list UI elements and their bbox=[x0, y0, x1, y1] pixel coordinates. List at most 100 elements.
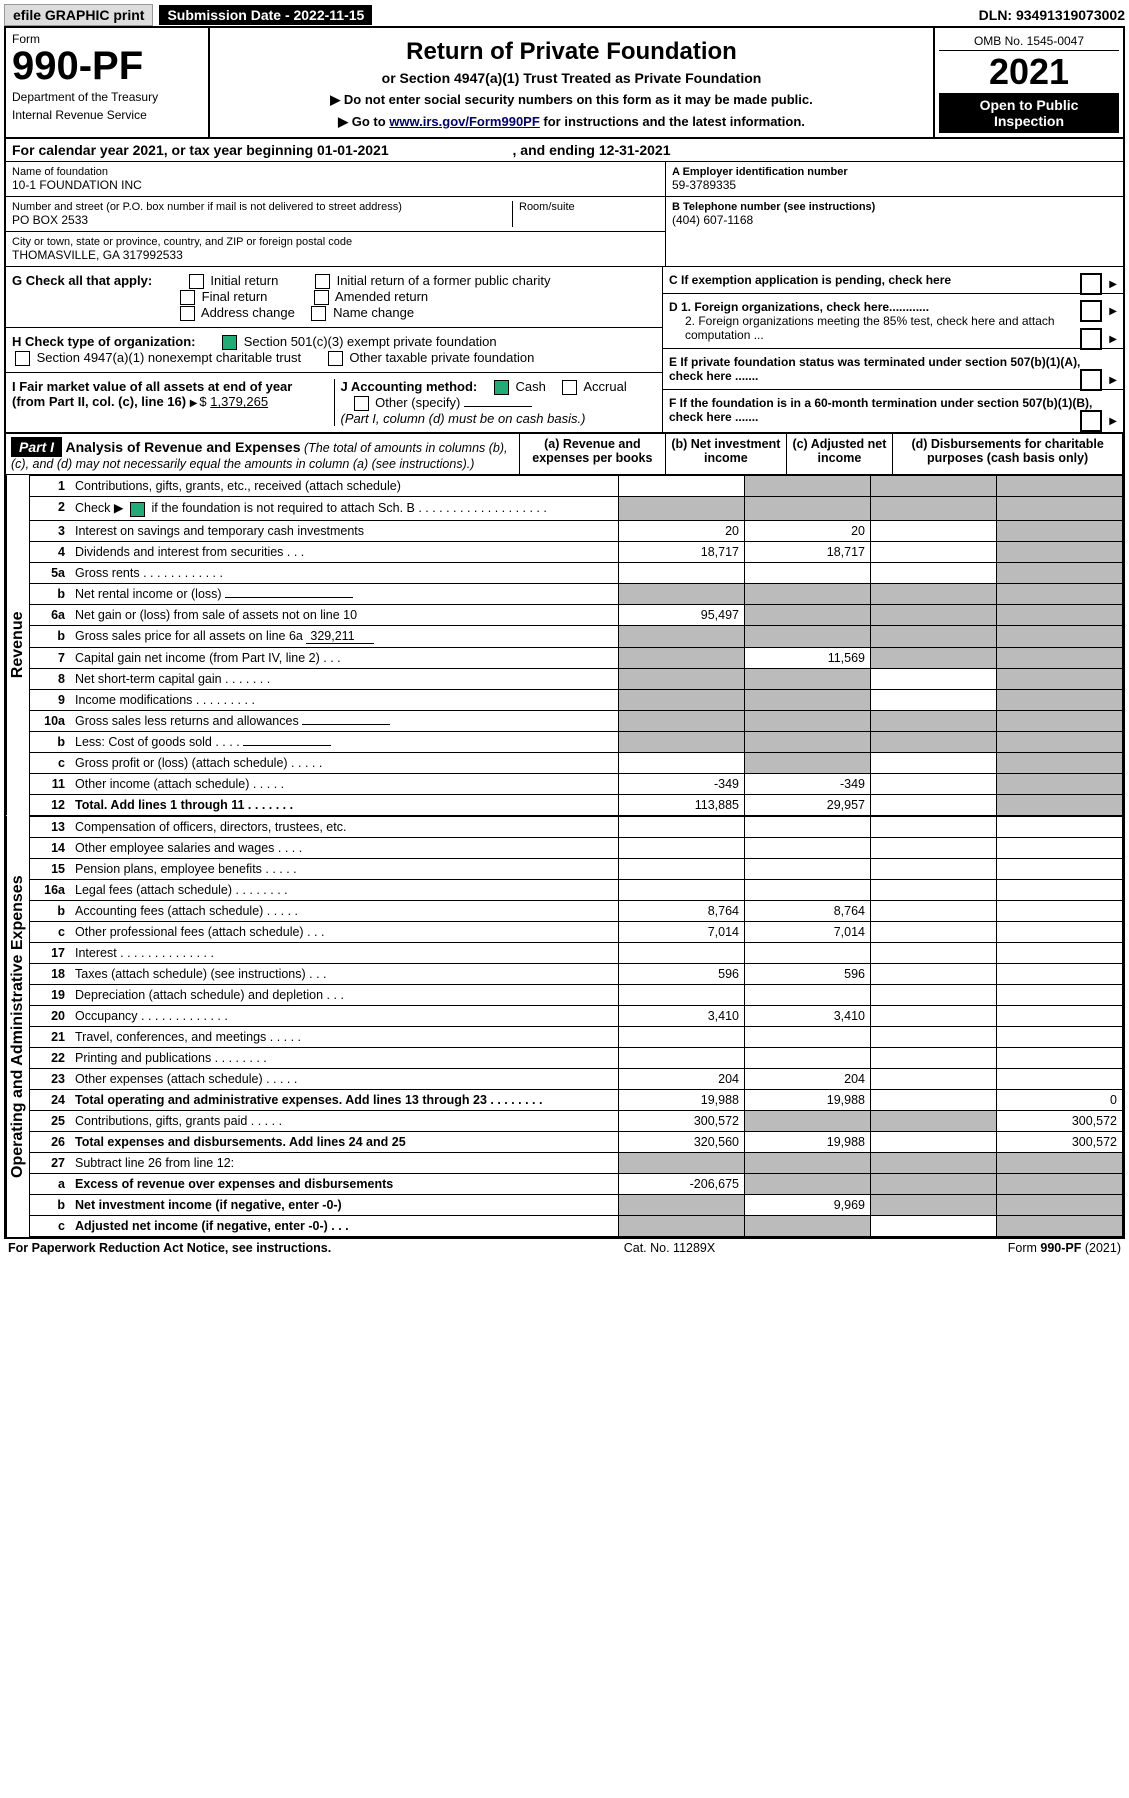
header-note-2-pre: ▶ Go to bbox=[338, 114, 389, 129]
foreign-85-checkbox[interactable] bbox=[1080, 328, 1102, 350]
cash-checkbox[interactable] bbox=[494, 380, 509, 395]
instructions-link[interactable]: www.irs.gov/Form990PF bbox=[389, 114, 540, 129]
address-change-checkbox[interactable] bbox=[180, 306, 195, 321]
r12-a: 113,885 bbox=[619, 794, 745, 815]
part-1-table: Part I Analysis of Revenue and Expenses … bbox=[6, 433, 1123, 475]
r12-b: 29,957 bbox=[745, 794, 871, 815]
foundation-name: 10-1 FOUNDATION INC bbox=[12, 178, 659, 192]
final-return-checkbox[interactable] bbox=[180, 290, 195, 305]
r23-a: 204 bbox=[619, 1068, 745, 1089]
foundation-name-label: Name of foundation bbox=[12, 166, 659, 178]
section-d2-label: 2. Foreign organizations meeting the 85%… bbox=[685, 314, 1055, 342]
section-h: H Check type of organization: Section 50… bbox=[6, 328, 662, 373]
initial-return-checkbox[interactable] bbox=[189, 274, 204, 289]
header-note-2-post: for instructions and the latest informat… bbox=[540, 114, 805, 129]
col-b-header: (b) Net investment income bbox=[666, 434, 786, 475]
address-label: Number and street (or P.O. box number if… bbox=[12, 201, 512, 213]
ein-label: A Employer identification number bbox=[672, 166, 1117, 178]
col-a-header: (a) Revenue and expenses per books bbox=[519, 434, 666, 475]
form-subtitle: or Section 4947(a)(1) Trust Treated as P… bbox=[216, 70, 927, 86]
r24-d: 0 bbox=[997, 1089, 1123, 1110]
paperwork-notice: For Paperwork Reduction Act Notice, see … bbox=[8, 1241, 331, 1255]
r18-a: 596 bbox=[619, 963, 745, 984]
r26-b: 19,988 bbox=[745, 1131, 871, 1152]
city-value: THOMASVILLE, GA 317992533 bbox=[12, 248, 659, 262]
form-number: 990-PF bbox=[12, 46, 202, 86]
initial-return-former-checkbox[interactable] bbox=[315, 274, 330, 289]
open-public-badge: Open to Public Inspection bbox=[939, 93, 1119, 133]
section-e-label: E If private foundation status was termi… bbox=[669, 355, 1080, 383]
other-taxable-checkbox[interactable] bbox=[328, 351, 343, 366]
r11-b: -349 bbox=[745, 773, 871, 794]
calendar-year-row: For calendar year 2021, or tax year begi… bbox=[6, 139, 1123, 162]
footer: For Paperwork Reduction Act Notice, see … bbox=[4, 1239, 1125, 1257]
r26-d: 300,572 bbox=[997, 1131, 1123, 1152]
omb-number: OMB No. 1545-0047 bbox=[939, 32, 1119, 51]
cat-no: Cat. No. 11289X bbox=[624, 1241, 716, 1255]
revenue-side-label: Revenue bbox=[6, 475, 29, 815]
r3-a: 20 bbox=[619, 520, 745, 541]
4947a1-checkbox[interactable] bbox=[15, 351, 30, 366]
efile-print-button[interactable]: efile GRAPHIC print bbox=[4, 4, 153, 26]
room-label: Room/suite bbox=[519, 201, 659, 213]
sch-b-checkbox[interactable] bbox=[130, 502, 145, 517]
col-d-header: (d) Disbursements for charitable purpose… bbox=[893, 434, 1123, 475]
amended-return-checkbox[interactable] bbox=[314, 290, 329, 305]
r4-b: 18,717 bbox=[745, 541, 871, 562]
form-title: Return of Private Foundation bbox=[216, 38, 927, 66]
r16b-b: 8,764 bbox=[745, 900, 871, 921]
part-1-label: Part I bbox=[11, 437, 62, 457]
r25-a: 300,572 bbox=[619, 1110, 745, 1131]
dln-label: DLN: 93491319073002 bbox=[979, 7, 1125, 23]
60-month-checkbox[interactable] bbox=[1080, 410, 1102, 432]
r18-b: 596 bbox=[745, 963, 871, 984]
r20-b: 3,410 bbox=[745, 1005, 871, 1026]
dept-label: Department of the Treasury bbox=[12, 90, 202, 104]
part-1-title: Analysis of Revenue and Expenses bbox=[66, 439, 301, 455]
name-change-checkbox[interactable] bbox=[311, 306, 326, 321]
section-f-label: F If the foundation is in a 60-month ter… bbox=[669, 396, 1092, 424]
r27b-b: 9,969 bbox=[745, 1194, 871, 1215]
top-bar: efile GRAPHIC print Submission Date - 20… bbox=[4, 4, 1125, 26]
r24-b: 19,988 bbox=[745, 1089, 871, 1110]
form-ref: Form 990-PF (2021) bbox=[1008, 1241, 1121, 1255]
section-d1-label: D 1. Foreign organizations, check here..… bbox=[669, 300, 929, 314]
section-j-note: (Part I, column (d) must be on cash basi… bbox=[341, 411, 586, 426]
other-method-checkbox[interactable] bbox=[354, 396, 369, 411]
r23-b: 204 bbox=[745, 1068, 871, 1089]
501c3-checkbox[interactable] bbox=[222, 335, 237, 350]
address-value: PO BOX 2533 bbox=[12, 213, 512, 227]
r16c-a: 7,014 bbox=[619, 921, 745, 942]
ein-value: 59-3789335 bbox=[672, 178, 1117, 192]
row-1-desc: Contributions, gifts, grants, etc., rece… bbox=[70, 476, 619, 497]
col-c-header: (c) Adjusted net income bbox=[786, 434, 893, 475]
r26-a: 320,560 bbox=[619, 1131, 745, 1152]
r27a-a: -206,675 bbox=[619, 1173, 745, 1194]
r6b-val: 329,211 bbox=[306, 629, 374, 644]
r3-b: 20 bbox=[745, 520, 871, 541]
r7-b: 11,569 bbox=[745, 647, 871, 668]
expenses-side-label: Operating and Administrative Expenses bbox=[6, 816, 29, 1237]
r20-a: 3,410 bbox=[619, 1005, 745, 1026]
r6a-a: 95,497 bbox=[619, 604, 745, 625]
foreign-org-checkbox[interactable] bbox=[1080, 300, 1102, 322]
exemption-pending-checkbox[interactable] bbox=[1080, 273, 1102, 295]
r11-a: -349 bbox=[619, 773, 745, 794]
r25-d: 300,572 bbox=[997, 1110, 1123, 1131]
irs-label: Internal Revenue Service bbox=[12, 108, 202, 122]
accrual-checkbox[interactable] bbox=[562, 380, 577, 395]
status-terminated-checkbox[interactable] bbox=[1080, 369, 1102, 391]
r16b-a: 8,764 bbox=[619, 900, 745, 921]
r4-a: 18,717 bbox=[619, 541, 745, 562]
submission-date-box: Submission Date - 2022-11-15 bbox=[159, 5, 372, 25]
header-note-1: ▶ Do not enter social security numbers o… bbox=[216, 92, 927, 108]
section-j-label: J Accounting method: bbox=[341, 379, 478, 394]
section-c-label: C If exemption application is pending, c… bbox=[669, 273, 951, 287]
form-header: Form 990-PF Department of the Treasury I… bbox=[6, 28, 1123, 139]
telephone-label: B Telephone number (see instructions) bbox=[672, 201, 1117, 213]
r16c-b: 7,014 bbox=[745, 921, 871, 942]
telephone-value: (404) 607-1168 bbox=[672, 213, 1117, 227]
fmv-value: 1,379,265 bbox=[210, 394, 268, 409]
tax-year: 2021 bbox=[939, 51, 1119, 93]
section-g: G Check all that apply: Initial return I… bbox=[6, 267, 662, 328]
